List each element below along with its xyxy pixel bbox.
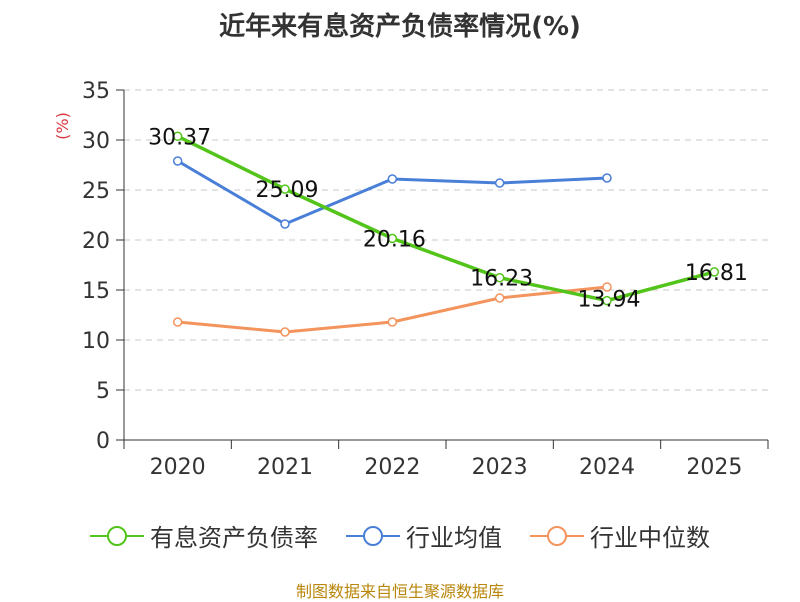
data-point-debt-ratio[interactable] xyxy=(280,184,290,194)
x-tick-label: 2025 xyxy=(686,455,742,480)
legend: 有息资产负债率 行业均值 行业中位数 xyxy=(0,518,800,553)
y-tick-label: 0 xyxy=(96,429,110,454)
grid-lines xyxy=(124,89,768,391)
data-label: 16.81 xyxy=(685,261,748,286)
x-tick-label: 2021 xyxy=(257,455,313,480)
legend-swatch-green-icon xyxy=(90,525,144,546)
series-debt-ratio xyxy=(172,131,720,306)
data-point-industry-median[interactable] xyxy=(494,293,505,303)
legend-label: 有息资产负债率 xyxy=(150,524,318,552)
series-line-industry-mean xyxy=(176,159,609,226)
data-point-debt-ratio[interactable] xyxy=(602,295,612,306)
y-tick-label: 20 xyxy=(82,229,110,254)
data-point-debt-ratio[interactable] xyxy=(387,233,398,244)
y-tick-label: 15 xyxy=(82,279,110,304)
data-point-industry-mean[interactable] xyxy=(387,174,398,184)
source-note: 制图数据来自恒生聚源数据库 xyxy=(295,582,504,601)
legend-item-debt-ratio[interactable]: 有息资产负债率 xyxy=(90,518,318,553)
data-point-industry-median[interactable] xyxy=(280,327,290,337)
legend-item-industry-median[interactable]: 行业中位数 xyxy=(530,518,710,553)
y-tick-label: 5 xyxy=(96,379,110,404)
y-tick-label: 35 xyxy=(82,79,110,104)
legend-swatch-orange-icon xyxy=(530,525,584,546)
data-point-industry-median[interactable] xyxy=(172,317,183,327)
legend-item-industry-mean[interactable]: 行业均值 xyxy=(346,518,502,553)
series-industry-median xyxy=(172,282,612,337)
y-axis-label: (%) xyxy=(53,112,72,140)
y-tick-label: 25 xyxy=(82,179,110,204)
x-tick-label: 2022 xyxy=(364,455,420,480)
legend-label: 行业均值 xyxy=(406,524,502,552)
data-point-industry-mean[interactable] xyxy=(280,219,290,229)
data-label: 30.37 xyxy=(148,125,211,150)
data-label: 20.16 xyxy=(363,227,426,252)
data-point-industry-mean[interactable] xyxy=(494,178,505,188)
series-line-debt-ratio xyxy=(175,134,717,303)
data-label: 25.09 xyxy=(256,178,319,203)
x-tick-label: 2023 xyxy=(472,455,528,480)
data-point-industry-mean[interactable] xyxy=(172,156,183,166)
x-tick-label: 2020 xyxy=(150,455,206,480)
data-point-industry-mean[interactable] xyxy=(602,173,612,183)
data-label: 16.23 xyxy=(470,267,533,292)
y-tick-label: 30 xyxy=(82,129,110,154)
data-labels: 30.37 25.09 20.16 16.23 13.94 16.81 xyxy=(148,125,748,312)
legend-swatch-blue-icon xyxy=(346,525,400,546)
chart-title: 近年来有息资产负债率情况(%) xyxy=(219,12,581,42)
data-point-debt-ratio[interactable] xyxy=(172,131,183,142)
x-tick-label: 2024 xyxy=(579,455,635,480)
data-point-industry-median[interactable] xyxy=(387,317,398,327)
series-industry-mean xyxy=(172,156,612,229)
data-label: 13.94 xyxy=(578,288,641,313)
series xyxy=(172,131,720,337)
data-point-debt-ratio[interactable] xyxy=(709,267,720,277)
data-point-debt-ratio[interactable] xyxy=(494,272,505,283)
y-tick-label: 10 xyxy=(82,329,110,354)
data-point-industry-median[interactable] xyxy=(602,282,612,292)
legend-label: 行业中位数 xyxy=(590,524,710,552)
